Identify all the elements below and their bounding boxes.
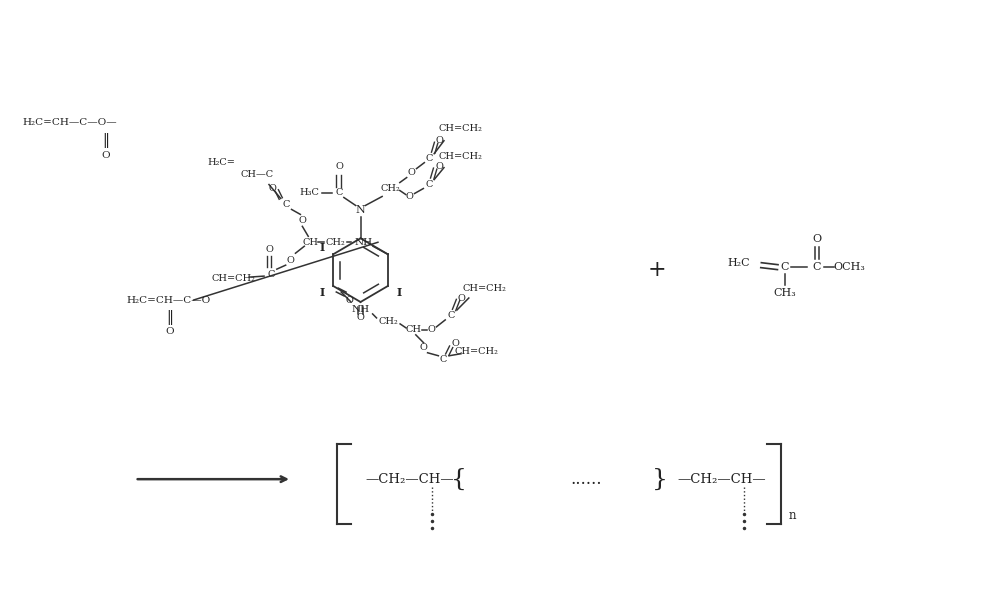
Text: NH: NH <box>352 305 370 314</box>
Text: O: O <box>457 293 465 302</box>
Text: O: O <box>345 296 353 305</box>
Text: C: C <box>283 200 290 209</box>
Text: CH₃: CH₃ <box>773 288 796 298</box>
Text: CH=CH₂: CH=CH₂ <box>439 124 483 133</box>
Text: C: C <box>447 311 455 320</box>
Text: C: C <box>426 154 433 163</box>
Text: H₂C=CH—C—O: H₂C=CH—C—O <box>127 296 211 305</box>
Text: CH=CH₂: CH=CH₂ <box>455 347 499 356</box>
Text: I: I <box>320 242 325 253</box>
Text: O: O <box>406 192 414 201</box>
Text: CH: CH <box>406 325 422 334</box>
Text: ‖: ‖ <box>167 310 174 325</box>
Text: O: O <box>265 245 273 254</box>
Text: H₃C: H₃C <box>299 188 319 197</box>
Text: ‖: ‖ <box>102 133 109 148</box>
Text: CH₂: CH₂ <box>326 238 346 247</box>
Text: C: C <box>267 269 275 278</box>
Text: ......: ...... <box>571 470 602 488</box>
Text: O: O <box>435 136 443 145</box>
Text: C: C <box>780 262 789 272</box>
Text: O: O <box>166 328 174 337</box>
Text: CH=CH₂: CH=CH₂ <box>212 274 256 283</box>
Text: I: I <box>320 287 325 298</box>
Text: O: O <box>335 162 343 171</box>
Text: O: O <box>357 313 364 322</box>
Text: —CH₂—CH—: —CH₂—CH— <box>678 473 766 485</box>
Text: CH: CH <box>302 238 318 247</box>
Text: CH=CH₂: CH=CH₂ <box>439 152 483 161</box>
Text: {: { <box>451 467 467 491</box>
Text: OCH₃: OCH₃ <box>833 262 865 272</box>
Text: O: O <box>451 339 459 348</box>
Text: CH=CH₂: CH=CH₂ <box>463 284 506 293</box>
Text: O: O <box>812 234 822 244</box>
Text: C: C <box>335 188 343 197</box>
Text: O: O <box>428 325 435 334</box>
Text: H₂C: H₂C <box>727 258 750 268</box>
Text: C: C <box>440 355 447 364</box>
Text: I: I <box>396 287 401 298</box>
Text: O: O <box>408 168 416 177</box>
Text: CH₂: CH₂ <box>380 184 400 193</box>
Text: C: C <box>813 262 821 272</box>
Text: NH: NH <box>354 238 372 247</box>
Text: O: O <box>287 256 294 265</box>
Text: H₂C=: H₂C= <box>208 158 236 167</box>
Text: O: O <box>420 343 428 352</box>
Text: O: O <box>435 162 443 171</box>
Text: O: O <box>101 151 110 160</box>
Text: CH—C: CH—C <box>241 170 274 179</box>
Text: n: n <box>789 509 796 523</box>
Text: CH₂: CH₂ <box>378 317 398 326</box>
Text: N: N <box>356 205 365 215</box>
Text: }: } <box>652 467 668 491</box>
Text: +: + <box>648 259 666 281</box>
Text: C: C <box>426 180 433 189</box>
Text: H₂C=CH—C—O—: H₂C=CH—C—O— <box>22 118 117 127</box>
Text: O: O <box>269 184 277 193</box>
Text: —CH₂—CH—: —CH₂—CH— <box>365 473 454 485</box>
Text: O: O <box>298 216 306 225</box>
